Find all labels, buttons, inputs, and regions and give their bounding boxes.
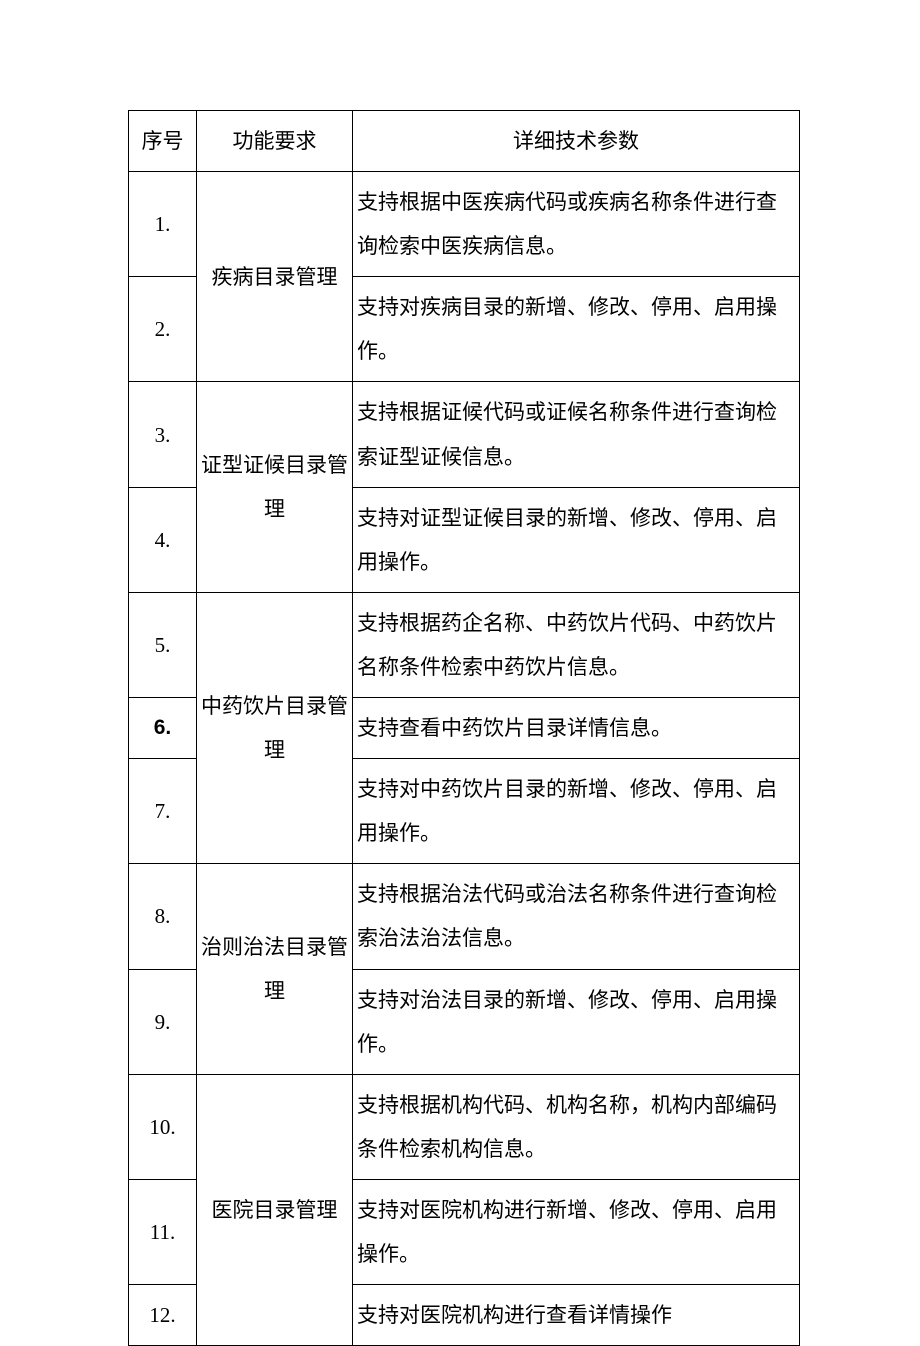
cell-detail: 支持对证型证候目录的新增、修改、停用、启用操作。 [353,487,800,592]
cell-detail: 支持根据证候代码或证候名称条件进行查询检索证型证候信息。 [353,382,800,487]
header-seq: 序号 [129,111,197,172]
cell-func: 治则治法目录管理 [197,864,353,1074]
table-row: 3.证型证候目录管理支持根据证候代码或证候名称条件进行查询检索证型证候信息。 [129,382,800,487]
cell-detail: 支持根据机构代码、机构名称，机构内部编码条件检索机构信息。 [353,1074,800,1179]
cell-seq: 11. [129,1179,197,1284]
cell-func: 医院目录管理 [197,1074,353,1345]
cell-detail: 支持对中药饮片目录的新增、修改、停用、启用操作。 [353,759,800,864]
cell-seq: 2. [129,277,197,382]
cell-detail: 支持根据中医疾病代码或疾病名称条件进行查询检索中医疾病信息。 [353,172,800,277]
header-func: 功能要求 [197,111,353,172]
cell-func: 中药饮片目录管理 [197,592,353,863]
cell-detail: 支持对疾病目录的新增、修改、停用、启用操作。 [353,277,800,382]
cell-func: 证型证候目录管理 [197,382,353,592]
table-header-row: 序号 功能要求 详细技术参数 [129,111,800,172]
cell-seq: 6. [129,698,197,759]
cell-detail: 支持对医院机构进行查看详情操作 [353,1285,800,1346]
cell-seq: 5. [129,592,197,697]
cell-seq: 8. [129,864,197,969]
cell-func: 疾病目录管理 [197,172,353,382]
cell-detail: 支持查看中药饮片目录详情信息。 [353,698,800,759]
table-row: 8.治则治法目录管理支持根据治法代码或治法名称条件进行查询检索治法治法信息。 [129,864,800,969]
cell-detail: 支持根据药企名称、中药饮片代码、中药饮片名称条件检索中药饮片信息。 [353,592,800,697]
header-detail: 详细技术参数 [353,111,800,172]
cell-detail: 支持对医院机构进行新增、修改、停用、启用操作。 [353,1179,800,1284]
cell-seq: 12. [129,1285,197,1346]
cell-seq: 1. [129,172,197,277]
cell-detail: 支持根据治法代码或治法名称条件进行查询检索治法治法信息。 [353,864,800,969]
table-row: 5.中药饮片目录管理支持根据药企名称、中药饮片代码、中药饮片名称条件检索中药饮片… [129,592,800,697]
cell-seq: 9. [129,969,197,1074]
cell-seq: 3. [129,382,197,487]
table-row: 1.疾病目录管理支持根据中医疾病代码或疾病名称条件进行查询检索中医疾病信息。 [129,172,800,277]
cell-seq: 4. [129,487,197,592]
requirements-table: 序号 功能要求 详细技术参数 1.疾病目录管理支持根据中医疾病代码或疾病名称条件… [128,110,800,1346]
table-row: 10.医院目录管理支持根据机构代码、机构名称，机构内部编码条件检索机构信息。 [129,1074,800,1179]
cell-seq: 7. [129,759,197,864]
cell-seq: 10. [129,1074,197,1179]
cell-detail: 支持对治法目录的新增、修改、停用、启用操作。 [353,969,800,1074]
